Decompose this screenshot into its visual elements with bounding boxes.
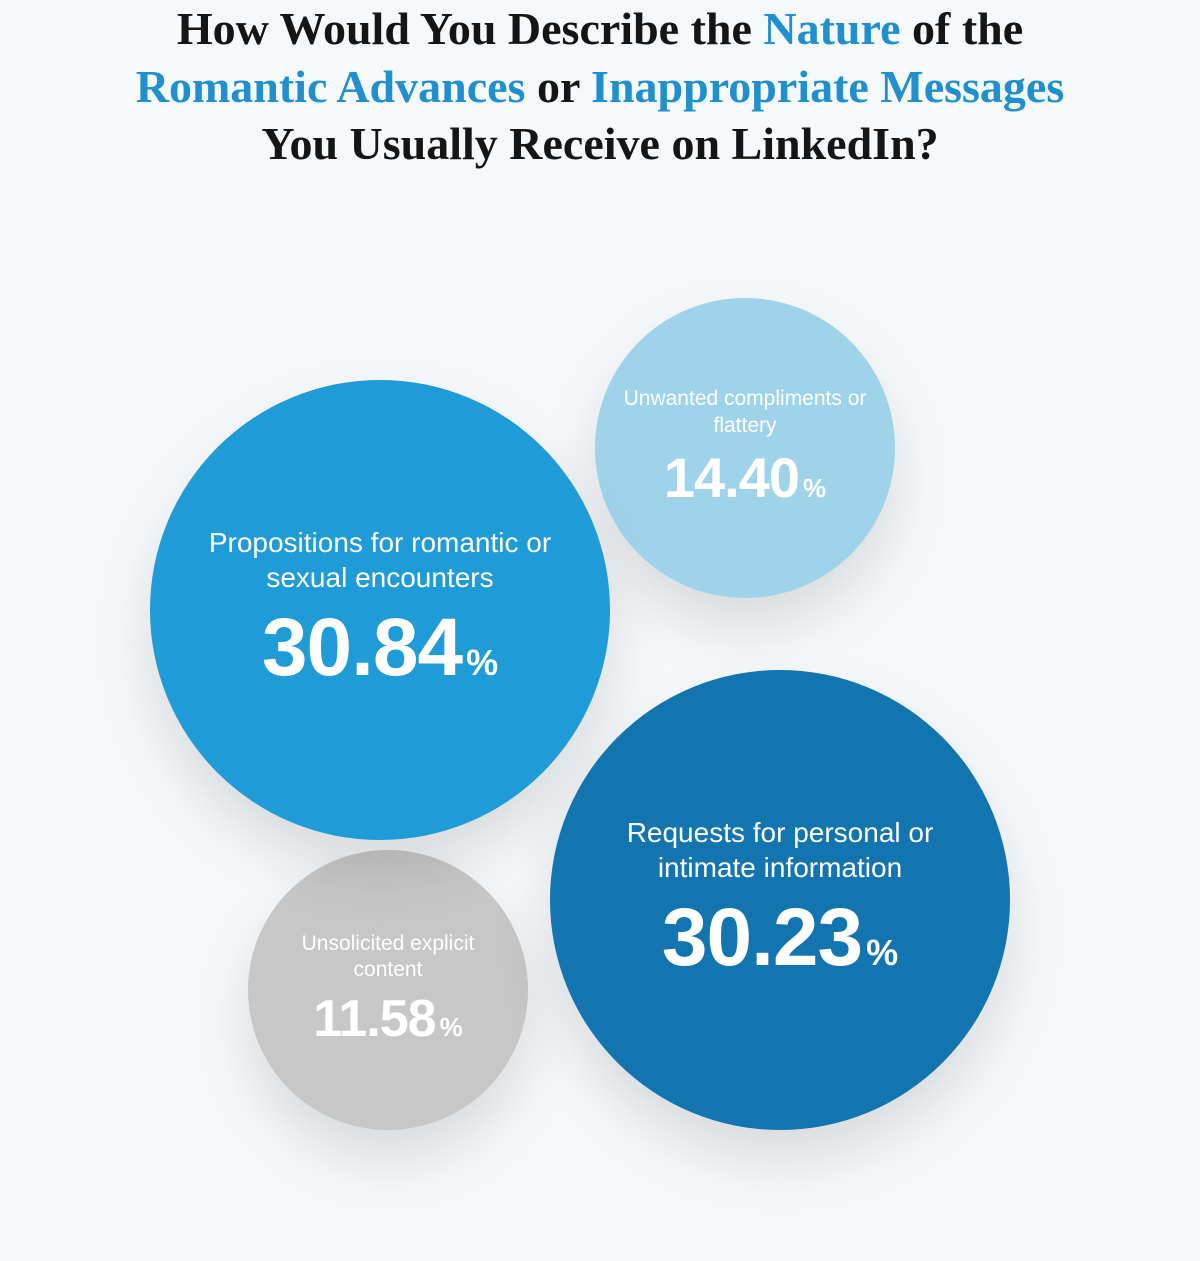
- percent-symbol: %: [466, 642, 498, 684]
- bubble-requests-personal: Requests for personal or intimate inform…: [550, 670, 1010, 1130]
- chart-title: How Would You Describe the Nature of the…: [100, 0, 1100, 173]
- title-text: You Usually Receive on LinkedIn?: [261, 118, 938, 169]
- bubble-chart: Propositions for romantic or sexual enco…: [0, 290, 1200, 1260]
- title-text: or: [525, 61, 591, 112]
- bubble-label: Unsolicited explicit content: [268, 931, 509, 984]
- percent-symbol: %: [440, 1012, 463, 1043]
- bubble-value: 14.40: [664, 445, 799, 510]
- title-highlight: Inappropriate Messages: [591, 61, 1064, 112]
- bubble-label: Requests for personal or intimate inform…: [582, 815, 978, 885]
- infographic-page: How Would You Describe the Nature of the…: [0, 0, 1200, 1261]
- bubble-value: 11.58: [313, 989, 435, 1049]
- title-highlight: Nature: [763, 3, 900, 54]
- percent-symbol: %: [866, 932, 898, 974]
- bubble-unwanted-compliments: Unwanted compliments or flattery 14.40%: [595, 298, 895, 598]
- title-highlight: Romantic Advances: [136, 61, 526, 112]
- bubble-value-wrap: 11.58%: [313, 989, 462, 1049]
- bubble-label: Propositions for romantic or sexual enco…: [182, 525, 578, 595]
- bubble-propositions: Propositions for romantic or sexual enco…: [150, 380, 610, 840]
- bubble-label: Unwanted compliments or flattery: [616, 386, 874, 439]
- bubble-value-wrap: 30.23%: [662, 891, 898, 985]
- bubble-value: 30.84: [262, 601, 462, 695]
- title-text: How Would You Describe the: [177, 3, 764, 54]
- bubble-value-wrap: 14.40%: [664, 445, 826, 510]
- title-text: of the: [901, 3, 1024, 54]
- percent-symbol: %: [803, 473, 826, 504]
- bubble-value-wrap: 30.84%: [262, 601, 498, 695]
- bubble-unsolicited-explicit: Unsolicited explicit content11.58%: [248, 850, 528, 1130]
- bubble-value: 30.23: [662, 891, 862, 985]
